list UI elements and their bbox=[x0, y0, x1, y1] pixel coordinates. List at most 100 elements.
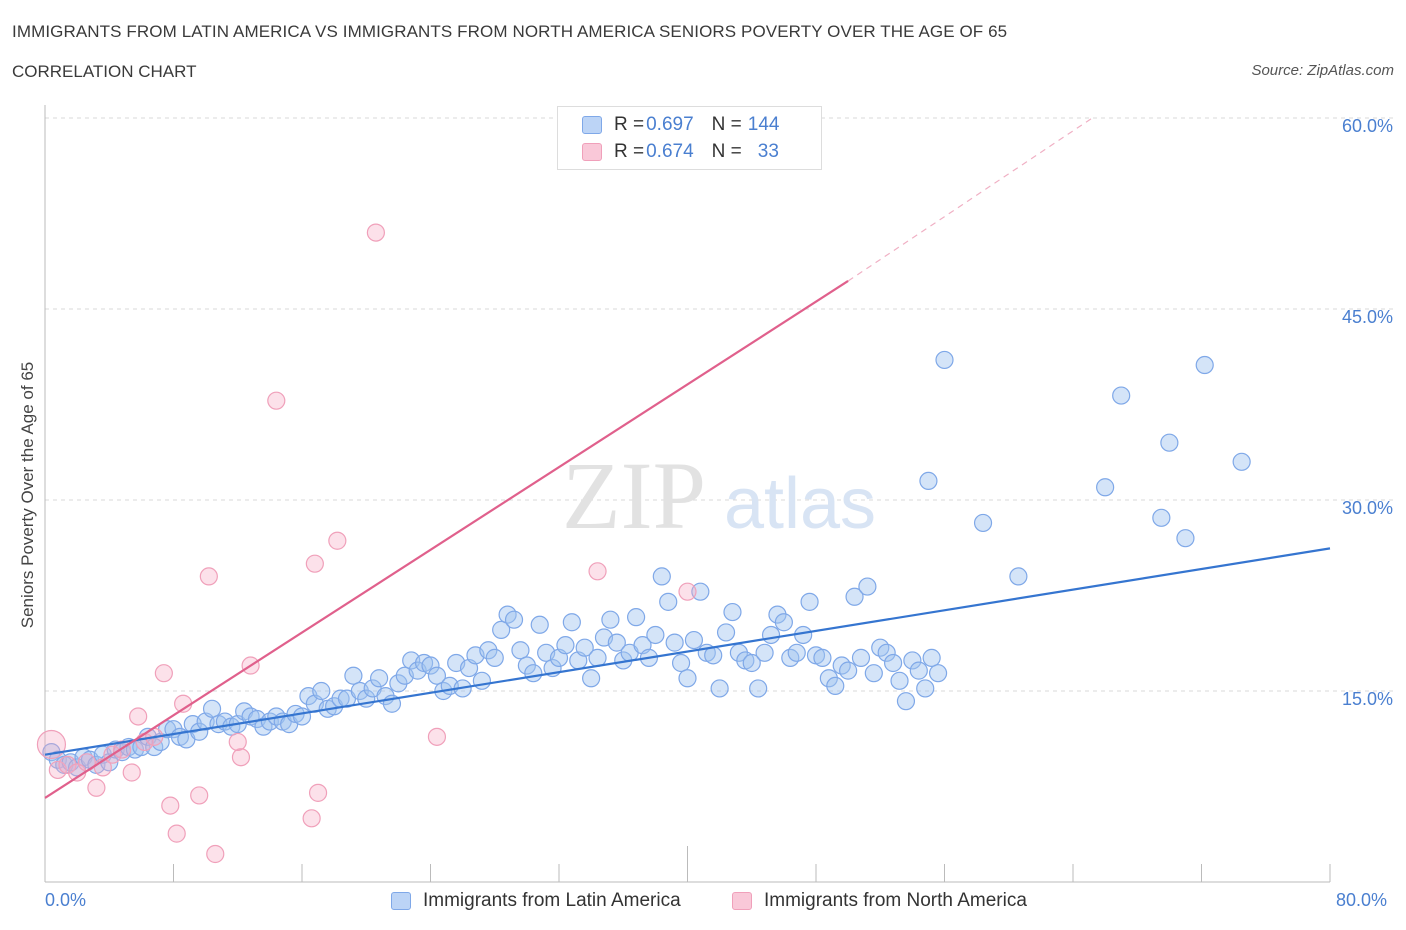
grid-lines bbox=[45, 117, 1395, 692]
point-latin-america bbox=[755, 643, 774, 662]
point-latin-america bbox=[678, 669, 697, 688]
point-latin-america bbox=[723, 602, 742, 622]
point-latin-america bbox=[556, 636, 575, 655]
trend-line-north-america-extension bbox=[847, 117, 1093, 282]
point-latin-america bbox=[665, 633, 684, 652]
point-latin-america bbox=[1176, 529, 1195, 548]
legend-n-label: N = bbox=[711, 114, 742, 135]
point-latin-america bbox=[1195, 355, 1214, 375]
point-latin-america bbox=[896, 692, 916, 711]
legend-r-value: 0.674 bbox=[646, 141, 694, 162]
point-latin-america bbox=[883, 653, 903, 673]
point-latin-america bbox=[903, 651, 922, 670]
series-swatch-latin-america bbox=[391, 892, 411, 910]
point-north-america bbox=[122, 763, 141, 782]
point-north-america bbox=[199, 567, 218, 586]
x-axis-max-label: 80.0% bbox=[1336, 890, 1388, 910]
watermark-atlas: atlas bbox=[724, 464, 876, 544]
point-latin-america bbox=[845, 587, 864, 606]
point-latin-america bbox=[787, 643, 806, 662]
point-latin-america bbox=[858, 577, 877, 596]
point-north-america bbox=[87, 778, 106, 797]
point-latin-america bbox=[312, 681, 331, 701]
point-latin-america bbox=[1096, 478, 1115, 497]
legend-n-label: N = bbox=[711, 141, 742, 162]
point-latin-america bbox=[671, 653, 691, 673]
point-latin-america bbox=[370, 669, 389, 688]
legend-n-value: 33 bbox=[757, 141, 779, 162]
watermark: ZIP atlas bbox=[562, 442, 876, 549]
point-latin-america bbox=[485, 648, 504, 667]
series-legend-label: Immigrants from North America bbox=[764, 890, 1027, 911]
point-latin-america bbox=[511, 641, 530, 660]
point-north-america bbox=[588, 562, 607, 581]
point-latin-america bbox=[472, 671, 491, 690]
point-latin-america bbox=[684, 630, 704, 650]
point-latin-america bbox=[774, 613, 793, 632]
axes bbox=[44, 105, 1331, 883]
point-north-america bbox=[305, 554, 324, 573]
legend-r-label: R = bbox=[614, 141, 645, 162]
point-latin-america bbox=[691, 582, 710, 601]
point-latin-america bbox=[530, 615, 549, 634]
series-legend-label: Immigrants from Latin America bbox=[423, 890, 681, 911]
point-latin-america bbox=[973, 513, 993, 533]
point-latin-america bbox=[826, 676, 845, 696]
legend-swatch-north-america bbox=[582, 143, 602, 161]
point-north-america bbox=[58, 755, 77, 774]
point-latin-america bbox=[1232, 452, 1251, 471]
data-points bbox=[36, 108, 1251, 864]
point-latin-america bbox=[575, 638, 594, 657]
source-label: Source: ZipAtlas.com bbox=[1251, 62, 1394, 79]
point-north-america bbox=[328, 531, 347, 550]
point-latin-america bbox=[292, 707, 312, 726]
point-latin-america bbox=[202, 699, 222, 718]
point-latin-america bbox=[919, 471, 938, 490]
point-latin-america bbox=[935, 350, 954, 370]
point-latin-america bbox=[742, 653, 761, 673]
legend-r-label: R = bbox=[614, 114, 645, 135]
y-tick-label: 45.0% bbox=[1342, 307, 1393, 327]
point-latin-america bbox=[928, 664, 948, 683]
point-latin-america bbox=[922, 648, 941, 667]
point-latin-america bbox=[601, 610, 620, 629]
point-latin-america bbox=[607, 633, 626, 652]
point-latin-america bbox=[1152, 508, 1171, 527]
point-latin-america bbox=[710, 679, 729, 698]
legend-r-value: 0.697 bbox=[646, 114, 694, 135]
point-latin-america bbox=[877, 643, 896, 662]
point-north-america bbox=[302, 809, 321, 828]
point-latin-america bbox=[768, 605, 787, 624]
point-latin-america bbox=[421, 656, 440, 675]
point-latin-america bbox=[761, 625, 781, 645]
point-latin-america bbox=[652, 567, 671, 586]
point-latin-america bbox=[916, 679, 935, 698]
trend-line-latin-america bbox=[44, 547, 1331, 756]
point-north-america bbox=[161, 796, 180, 815]
point-latin-america bbox=[1009, 567, 1028, 586]
chart-subtitle: CORRELATION CHART bbox=[12, 62, 197, 81]
legend-row-north-america: R = 0.674 N = 33 bbox=[582, 139, 779, 165]
point-north-america bbox=[154, 664, 173, 683]
point-latin-america bbox=[659, 592, 678, 611]
point-latin-america bbox=[504, 610, 524, 629]
y-tick-label: 60.0% bbox=[1342, 116, 1393, 136]
point-latin-america bbox=[716, 623, 736, 642]
point-latin-america bbox=[819, 669, 838, 688]
point-latin-america bbox=[1112, 386, 1131, 405]
point-latin-america bbox=[851, 648, 871, 667]
point-latin-america bbox=[588, 648, 607, 667]
y-tick-label: 15.0% bbox=[1342, 689, 1393, 709]
y-tick-labels: 15.0% 30.0% 45.0% 60.0% bbox=[1342, 116, 1393, 709]
point-north-america bbox=[190, 786, 209, 805]
point-north-america bbox=[129, 707, 148, 726]
point-latin-america bbox=[479, 641, 498, 660]
point-latin-america bbox=[890, 671, 909, 690]
legend-row-latin-america: R = 0.697 N = 144 bbox=[582, 112, 779, 138]
point-latin-america bbox=[800, 592, 819, 611]
legend-n-value: 144 bbox=[747, 114, 780, 135]
point-north-america bbox=[231, 748, 251, 767]
point-latin-america bbox=[492, 620, 511, 639]
trend-line-north-america bbox=[44, 280, 849, 799]
point-north-america bbox=[228, 732, 247, 752]
